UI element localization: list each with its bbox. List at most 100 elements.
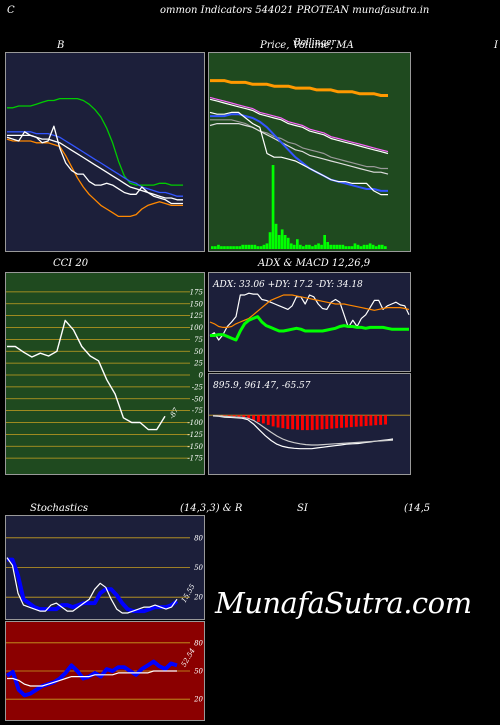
- macd-histogram-bar: [379, 415, 383, 425]
- macd-histogram-bar: [305, 415, 309, 431]
- volume-bar: [344, 246, 348, 249]
- volume-bar: [220, 246, 223, 249]
- macd-histogram-bar: [237, 415, 241, 418]
- rsi-series-line-1: [7, 670, 177, 687]
- volume-bar: [326, 242, 329, 249]
- macd-series-line-1: [212, 415, 394, 446]
- adx-panel: ADX: 33.06 +DY: 17.2 -DY: 34.18: [208, 272, 411, 372]
- stochastics-title: Stochastics: [30, 503, 88, 514]
- macd-histogram-bar: [266, 415, 270, 425]
- volume-bar: [229, 246, 232, 249]
- macd-histogram-bar: [315, 415, 319, 430]
- price-panel: [208, 52, 411, 252]
- cci-title: CCI 20: [53, 258, 89, 269]
- volume-bar: [292, 244, 296, 249]
- panel-background: [5, 272, 205, 475]
- macd-histogram-bar: [227, 415, 231, 417]
- macd-histogram-bar: [296, 415, 299, 430]
- cci-tick-label: 25: [193, 360, 203, 368]
- volume-bar: [311, 246, 314, 249]
- volume-bar: [359, 246, 363, 249]
- bollinger-series-line-0: [7, 97, 183, 186]
- volume-bar: [280, 229, 284, 249]
- page-title: ommon Indicators 544021 PROTEAN munafasu…: [160, 5, 430, 16]
- volume-bar: [217, 244, 220, 249]
- volume-bar: [283, 235, 287, 249]
- edge-label-left: C: [7, 5, 15, 16]
- volume-bar: [350, 246, 354, 249]
- macd-panel: 895.9, 961.47, -65.57: [208, 373, 411, 475]
- volume-bar: [335, 244, 339, 249]
- volume-bar: [244, 244, 248, 249]
- volume-bar: [277, 235, 281, 249]
- bollinger-panel: [5, 52, 205, 252]
- volume-bar: [223, 246, 226, 249]
- volume-bar: [338, 244, 342, 249]
- bollinger-series-line-4: [6, 125, 183, 205]
- stochastics-panel: 80 50 20 15.55: [5, 515, 205, 620]
- cci-tick-label: -50: [192, 395, 204, 403]
- volume-bar: [329, 244, 332, 249]
- price-series-line-5: [210, 113, 388, 192]
- volume-bar: [362, 244, 366, 249]
- panel-background: [208, 272, 411, 372]
- brand-watermark: MunafaSutra.com: [215, 586, 472, 620]
- volume-bar: [347, 246, 351, 249]
- macd-histogram-bar: [335, 415, 339, 429]
- stochastics-params: (14,3,3) & R: [180, 503, 243, 514]
- macd-histogram-bar: [301, 415, 304, 431]
- volume-bar: [289, 243, 293, 249]
- cci-line: [7, 319, 166, 431]
- volume-bar: [384, 246, 387, 249]
- macd-histogram-bar: [325, 415, 329, 429]
- volume-bar: [241, 244, 244, 249]
- volume-bar: [259, 246, 263, 249]
- macd-histogram-bar: [320, 415, 324, 430]
- volume-bar: [235, 246, 238, 249]
- volume-bar: [253, 244, 257, 249]
- volume-bar: [265, 243, 269, 249]
- volume-bar: [256, 246, 260, 249]
- bollinger-chart: [5, 52, 205, 252]
- cci-chart: 175 150 125 100 75 50 25 0 -25 -50 -75 -100 -125 -150…: [5, 272, 205, 475]
- macd-histogram-bar: [349, 415, 353, 428]
- stochastics-tick-label: 50: [194, 564, 203, 572]
- price-series-line-1: [209, 96, 389, 153]
- panel-background: [208, 52, 411, 252]
- adx-series-line-0: [209, 292, 410, 341]
- volume-bar: [317, 243, 320, 249]
- cci-tick-label: 0: [199, 372, 204, 380]
- macd-histogram-bar: [242, 415, 246, 419]
- volume-bar: [211, 246, 214, 249]
- cci-panel: 175 150 125 100 75 50 25 0 -25 -50 -75 -100 -125 -150…: [5, 272, 205, 475]
- price-series-line-4: [209, 122, 389, 175]
- rsi-title: SI: [297, 503, 308, 514]
- volume-bar: [226, 246, 229, 249]
- price-volume-chart: [208, 52, 411, 252]
- stochastics-series-line-1: [6, 557, 178, 614]
- macd-histogram-bar: [369, 415, 373, 426]
- price-series-line-6: [209, 111, 388, 196]
- macd-histogram-bar: [354, 415, 358, 427]
- macd-histogram-bar: [261, 415, 265, 424]
- volume-bar: [274, 223, 278, 249]
- macd-histogram-bar: [340, 415, 343, 428]
- cci-tick-label: 175: [190, 288, 204, 296]
- adx-values-readout: ADX: 33.06 +DY: 17.2 -DY: 34.18: [212, 280, 363, 290]
- volume-bar: [332, 244, 336, 249]
- cci-tick-label: -175: [187, 455, 203, 463]
- stochastics-tick-label: 20: [193, 594, 203, 602]
- volume-bar: [299, 244, 302, 249]
- cci-tick-label: -150: [187, 443, 203, 451]
- volume-bar: [214, 246, 217, 249]
- macd-histogram-bar: [276, 415, 280, 428]
- price-series-line-2: [209, 98, 389, 155]
- volume-bar: [374, 246, 378, 249]
- adx-chart: ADX: 33.06 +DY: 17.2 -DY: 34.18: [208, 272, 411, 372]
- volume-bar: [238, 246, 241, 249]
- cci-tick-label: 125: [190, 312, 204, 320]
- cci-tick-label: 75: [194, 336, 203, 344]
- volume-bar: [250, 244, 254, 249]
- rsi-panel: 80 50 20 52.54: [5, 621, 205, 721]
